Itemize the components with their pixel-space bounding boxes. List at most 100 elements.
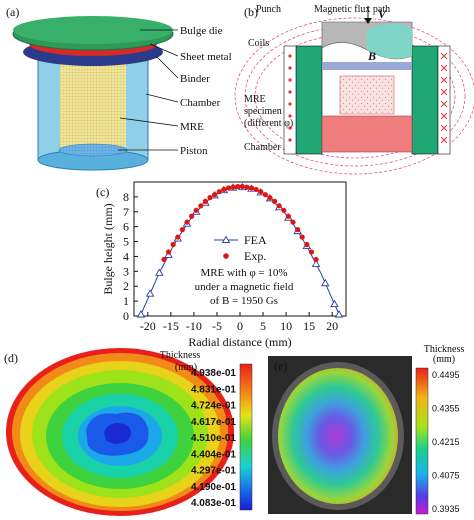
series-fea-point	[330, 299, 339, 308]
series-exp-point	[276, 203, 282, 209]
series-exp-point	[253, 186, 259, 193]
series-exp-point	[313, 256, 319, 263]
series-fea-point	[311, 259, 321, 267]
series-exp-point	[189, 213, 195, 219]
panel-d-label: (d)	[4, 351, 18, 365]
x-tick-label: 20	[326, 319, 338, 333]
series-exp-point	[299, 234, 305, 240]
series-exp-point	[239, 183, 245, 190]
series-exp-point	[285, 213, 291, 219]
series-exp-point	[170, 241, 176, 248]
series-exp-point	[225, 185, 232, 191]
series-exp-point	[304, 241, 310, 248]
chart-series	[136, 182, 344, 318]
x-tick-label: 10	[280, 319, 292, 333]
x-tick-label: -5	[212, 319, 222, 333]
series-exp-point	[212, 192, 218, 198]
colorbar-e-tick-label: 0.3935	[432, 504, 460, 514]
colorbar-d-tick-label: 4.297e-01	[191, 466, 236, 477]
panel-e: (e) Thickness (mm) 0.44950.43550.42150.4…	[268, 344, 465, 515]
series-exp-point	[271, 198, 278, 204]
series-fea-point	[136, 310, 146, 318]
series-exp-point	[295, 227, 301, 233]
punch-label: Punch	[256, 4, 281, 15]
series-exp-point	[179, 227, 185, 233]
series-exp-point	[184, 219, 190, 225]
series-exp-point	[207, 195, 213, 201]
series-exp-point	[216, 189, 222, 195]
legend-d-unit: (mm)	[175, 362, 197, 373]
frame-left	[295, 45, 323, 155]
piston-shape	[58, 143, 128, 157]
label-mre: MRE	[180, 121, 204, 133]
label-chamber: Chamber	[180, 97, 221, 109]
colorbar-d-tick-label: 4.404e-01	[191, 449, 236, 460]
series-fea-point	[155, 268, 164, 276]
legend-exp-marker	[223, 253, 229, 259]
panel-a-label: (a)	[6, 5, 19, 19]
velocity-label: V	[378, 7, 387, 21]
leaders-a	[118, 29, 179, 151]
series-fea-point	[334, 310, 344, 318]
series-fea-point	[145, 289, 155, 297]
series-exp-point	[161, 256, 167, 263]
colorbar-d-tick-label: 4.083e-01	[191, 498, 236, 509]
panel-e-label: (e)	[274, 359, 287, 373]
series-exp-point	[248, 185, 255, 191]
coils-label: Coils	[248, 38, 269, 49]
colorbar-e-tick-label: 0.4215	[432, 437, 460, 447]
label-piston: Piston	[180, 145, 208, 157]
y-tick-label: 0	[123, 309, 129, 323]
colorbar-d-tick-label: 4.510e-01	[191, 433, 236, 444]
series-exp-point	[244, 184, 250, 190]
series-exp-point	[235, 183, 241, 190]
chamber-b-label: Chamber	[244, 142, 281, 153]
legend-e-title: Thickness	[424, 344, 465, 355]
panel-c-label: (c)	[96, 185, 109, 199]
y-tick-label: 5	[123, 235, 129, 249]
series-exp-point	[258, 189, 264, 195]
x-tick-label: 15	[303, 319, 315, 333]
colorbar-d-tick-label: 4.617e-01	[191, 417, 236, 428]
coil-dots	[288, 54, 292, 142]
colorbar-d-tick-label: 4.190e-01	[191, 482, 236, 493]
series-exp-point	[281, 207, 287, 213]
series-exp-point	[308, 249, 315, 255]
y-tick-label: 8	[123, 190, 129, 204]
specimen-label-1: MRE	[244, 94, 266, 105]
y-tick-label: 7	[123, 205, 129, 219]
chart-annotation-3: of B = 1950 Gs	[210, 295, 278, 307]
field-label: B	[367, 49, 376, 63]
chart-annotation-1: MRE with φ = 10%	[200, 267, 287, 279]
colorbar-d-tick-label: 4.938e-01	[191, 368, 236, 379]
series-exp-point	[198, 203, 204, 209]
series-exp-point	[262, 192, 268, 198]
colorbar-e-tick-label: 0.4495	[432, 370, 460, 380]
colorbar-d-ticks: 4.938e-01 4.831e-01 4.724e-01 4.617e-01 4.51…	[191, 368, 236, 509]
series-fea-point	[320, 278, 330, 287]
colorbar-e-tick-label: 0.4355	[432, 404, 460, 414]
series-exp-point	[175, 234, 181, 240]
specimen-shape	[339, 75, 395, 115]
legend-fea-label: FEA	[244, 233, 267, 247]
panel-d: (d) Thickness (mm) 4.938e-01 4.831e-01 4.7…	[4, 348, 253, 516]
colorbar-d-tick-label: 4.724e-01	[191, 401, 236, 412]
x-tick-label: 5	[260, 319, 266, 333]
x-axis-label: Radial distance (mm)	[188, 335, 291, 349]
colorbar-e-ticks: 0.4495 0.4355 0.4215 0.4075 0.3935	[432, 370, 460, 514]
y-tick-label: 6	[123, 220, 129, 234]
contour-disk-e	[278, 368, 398, 504]
x-tick-label: -15	[163, 319, 179, 333]
coil-left	[283, 45, 297, 155]
series-exp-point	[202, 198, 209, 204]
coil-crosses	[440, 52, 448, 144]
mre-mesh	[60, 52, 126, 152]
punch-cavity	[367, 23, 412, 59]
legend-d-title: Thickness	[160, 350, 201, 361]
chart-annotation-2: under a magnetic field	[195, 281, 294, 293]
colorbar-e	[415, 367, 429, 515]
specimen-label-2: specimen	[244, 106, 282, 117]
